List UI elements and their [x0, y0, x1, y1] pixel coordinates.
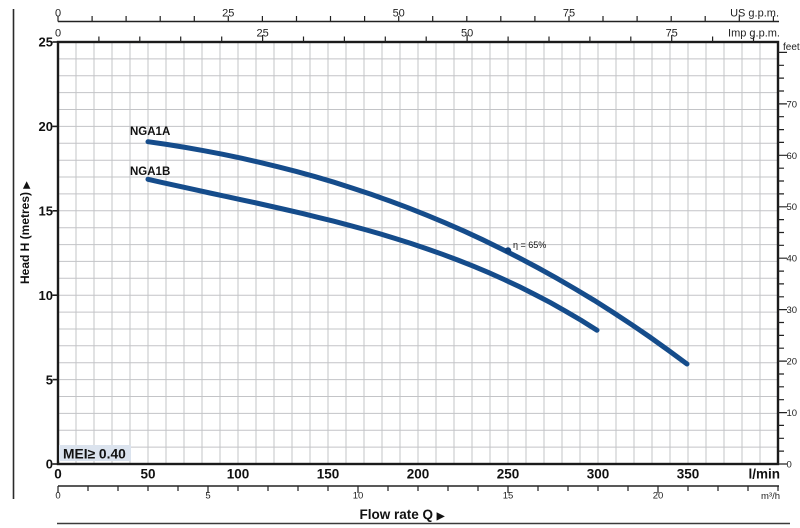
svg-text:0: 0	[54, 467, 62, 482]
svg-text:70: 70	[787, 99, 798, 110]
svg-text:0: 0	[46, 457, 53, 472]
svg-text:US g.p.m.: US g.p.m.	[730, 8, 779, 20]
svg-text:50: 50	[393, 8, 405, 20]
svg-text:Head H (metres) ▶: Head H (metres) ▶	[18, 181, 32, 284]
svg-text:10: 10	[353, 491, 364, 502]
svg-text:Flow rate Q ▶: Flow rate Q ▶	[360, 507, 446, 522]
svg-text:0: 0	[787, 460, 792, 471]
svg-text:15: 15	[39, 204, 53, 219]
svg-text:30: 30	[787, 305, 798, 316]
svg-text:NGA1A: NGA1A	[130, 126, 170, 138]
svg-text:50: 50	[140, 467, 155, 482]
svg-text:150: 150	[317, 467, 340, 482]
svg-text:50: 50	[461, 28, 473, 40]
svg-text:5: 5	[205, 491, 210, 502]
svg-text:40: 40	[787, 254, 798, 265]
svg-text:10: 10	[787, 408, 798, 419]
svg-text:5: 5	[46, 372, 53, 387]
svg-text:20: 20	[787, 357, 798, 368]
svg-text:75: 75	[666, 28, 678, 40]
svg-text:25: 25	[222, 8, 234, 20]
svg-text:100: 100	[227, 467, 250, 482]
svg-text:15: 15	[503, 491, 514, 502]
svg-text:η = 65%: η = 65%	[513, 240, 546, 250]
svg-text:0: 0	[55, 28, 61, 40]
svg-text:25: 25	[256, 28, 268, 40]
svg-text:l/min: l/min	[748, 467, 780, 482]
svg-text:60: 60	[787, 151, 798, 162]
svg-text:20: 20	[653, 491, 664, 502]
svg-text:0: 0	[55, 491, 60, 502]
svg-text:350: 350	[677, 467, 700, 482]
svg-text:10: 10	[39, 288, 53, 303]
svg-text:25: 25	[39, 35, 53, 50]
svg-text:MEI≥ 0.40: MEI≥ 0.40	[63, 447, 126, 462]
svg-text:300: 300	[587, 467, 610, 482]
svg-text:Imp g.p.m.: Imp g.p.m.	[728, 28, 780, 40]
svg-text:200: 200	[407, 467, 430, 482]
svg-text:50: 50	[787, 202, 798, 213]
svg-text:m³/h: m³/h	[761, 491, 780, 502]
svg-text:250: 250	[497, 467, 520, 482]
svg-text:feet: feet	[783, 42, 800, 53]
svg-text:NGA1B: NGA1B	[130, 166, 170, 178]
svg-text:75: 75	[563, 8, 575, 20]
svg-text:20: 20	[39, 119, 53, 134]
svg-text:0: 0	[55, 8, 61, 20]
